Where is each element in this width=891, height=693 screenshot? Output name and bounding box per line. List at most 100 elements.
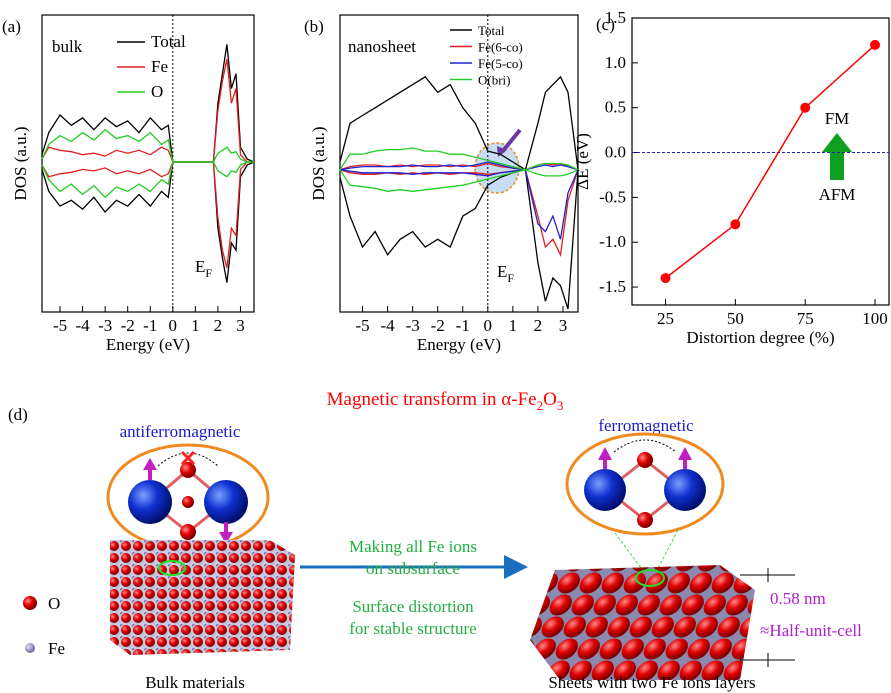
fermi-sub: F	[205, 266, 212, 280]
legend-label: Fe	[48, 639, 65, 658]
bulk-block	[110, 540, 295, 655]
x-tick-label: -5	[53, 316, 67, 335]
dos-curve	[339, 75, 579, 171]
process-text: for stable structure	[349, 619, 476, 638]
panel-label: (b)	[304, 17, 324, 36]
process-text: Making all Fe ions	[349, 537, 477, 556]
x-tick-label: -5	[355, 316, 369, 335]
title-part: O	[543, 389, 557, 410]
caption: Sheets with two Fe ions layers	[548, 673, 755, 692]
data-line	[665, 44, 876, 279]
x-tick-label: 0	[169, 316, 178, 335]
x-tick-label: -4	[76, 316, 91, 335]
x-tick-label: 1	[191, 316, 200, 335]
y-tick-label: -1.0	[599, 232, 626, 251]
x-tick-label: -1	[456, 316, 470, 335]
fermi-label: EF	[497, 262, 514, 285]
fm-unit	[584, 439, 706, 528]
legend-label: Fe	[151, 57, 168, 76]
plot-frame	[631, 17, 890, 306]
x-axis-label: Energy (eV)	[106, 335, 190, 354]
x-tick-label: 75	[797, 309, 814, 328]
data-point	[730, 219, 741, 230]
panel-annotation: nanosheet	[348, 37, 416, 56]
x-tick-label: -3	[406, 316, 420, 335]
title-sub: 3	[557, 398, 564, 413]
dos-curve	[41, 44, 255, 163]
process-text: on subsurface	[366, 559, 460, 578]
y-tick-label: 0.0	[605, 143, 626, 162]
caption: Bulk materials	[145, 673, 245, 692]
legend-fe	[25, 643, 35, 653]
dos-curve	[339, 147, 579, 171]
dos-curve	[339, 168, 579, 310]
sheet-block	[530, 565, 755, 680]
x-tick-label: 2	[534, 316, 543, 335]
y-tick-label: 1.0	[605, 53, 626, 72]
y-axis-label: DOS (a.u.)	[11, 126, 30, 200]
annotation: FM	[825, 109, 850, 128]
legend-label: Fe(5-co)	[478, 56, 523, 71]
x-tick-label: 2	[214, 316, 223, 335]
marker	[158, 560, 186, 576]
panel-label: (d)	[8, 405, 28, 424]
process-text: Surface distortion	[352, 597, 474, 616]
x-tick-label: -1	[143, 316, 157, 335]
x-tick-label: 0	[484, 316, 493, 335]
panel-label: (a)	[2, 17, 21, 36]
dos-curve	[41, 161, 254, 199]
panel-annotation: bulk	[52, 37, 83, 56]
pointer	[500, 128, 522, 154]
legend-label: O	[151, 82, 163, 101]
y-axis-label: DOS (a.u.)	[309, 126, 328, 200]
fermi-label: EF	[195, 257, 212, 280]
fermi-sub: F	[507, 271, 514, 285]
plot-frame	[339, 14, 579, 313]
annotation: AFM	[819, 185, 856, 204]
title-sub: 2	[537, 398, 544, 413]
diagram-title: Magnetic transform in α-Fe2O3	[327, 389, 564, 413]
x-tick-label: 100	[862, 309, 888, 328]
state-label: antiferromagnetic	[120, 422, 241, 441]
x-axis-label: Distortion degree (%)	[686, 328, 834, 347]
y-tick-label: -0.5	[599, 187, 626, 206]
x-axis-label: Energy (eV)	[417, 335, 501, 354]
transition-arrow	[822, 133, 852, 180]
x-tick-label: 25	[657, 309, 674, 328]
state-label: ferromagnetic	[598, 416, 694, 435]
fermi-main: E	[497, 262, 507, 281]
dos-curve	[339, 169, 579, 192]
dos-curve	[339, 168, 579, 240]
legend-label: Fe(6-co)	[478, 40, 523, 55]
data-point	[870, 39, 881, 50]
y-tick-label: 0.5	[605, 98, 626, 117]
plot-frame	[41, 14, 255, 313]
legend-label: O(bri)	[478, 73, 511, 88]
thickness-note: ≈Half-unit-cell	[760, 621, 862, 640]
fermi-main: E	[195, 257, 205, 276]
thickness: 0.58 nm	[770, 589, 826, 608]
dos-curve	[41, 161, 255, 283]
x-tick-label: 3	[559, 316, 568, 335]
legend-o	[23, 596, 37, 610]
title-part: Magnetic transform in α-Fe	[327, 389, 537, 410]
dos-curve	[41, 128, 254, 163]
x-tick-label: -3	[98, 316, 112, 335]
x-tick-label: -4	[381, 316, 396, 335]
y-tick-label: -1.5	[599, 277, 626, 296]
data-point	[660, 273, 671, 284]
legend-label: O	[48, 594, 60, 613]
data-point	[800, 102, 811, 113]
legend-label: Total	[478, 23, 505, 38]
y-tick-label: 1.5	[605, 8, 626, 27]
x-tick-label: 3	[236, 316, 245, 335]
dos-curve	[339, 168, 579, 257]
y-axis-label: ΔE (eV)	[573, 133, 592, 190]
x-tick-label: -2	[121, 316, 135, 335]
panel-label: (c)	[596, 15, 615, 34]
dos-curve	[339, 161, 579, 171]
marker	[635, 569, 665, 587]
dos-curve	[41, 58, 254, 163]
x-tick-label: 50	[727, 309, 744, 328]
